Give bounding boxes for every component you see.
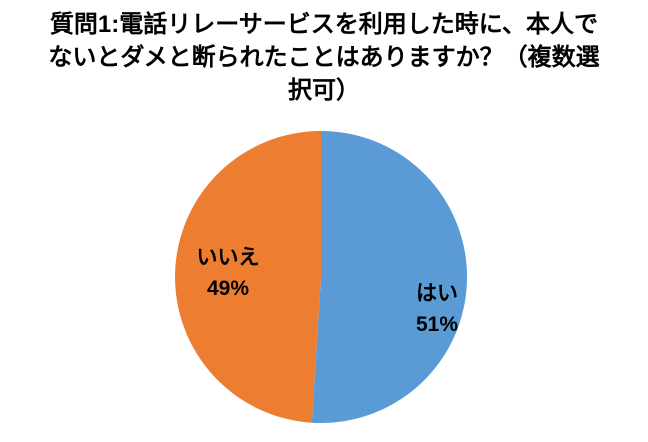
pie-slice-yes (311, 131, 467, 423)
pie-label-no-percent: 49% (206, 277, 250, 300)
pie-chart (175, 131, 467, 423)
chart-title-line-2: ないとダメと断られたことはありますか？（複数選 (48, 44, 600, 71)
pie-label-yes: はい 51% (416, 278, 458, 340)
chart-title-line-1: 質問1:電話リレーサービスを利用した時に、本人で (49, 11, 599, 38)
pie-label-no-text: いいえ (196, 246, 260, 269)
pie-label-yes-percent: 51% (415, 313, 459, 336)
chart-title: 質問1:電話リレーサービスを利用した時に、本人で ないとダメと断られたことはあり… (24, 8, 624, 107)
pie-label-yes-text: はい (416, 282, 458, 305)
pie-slice-no (175, 131, 321, 423)
pie-label-no: いいえ 49% (197, 242, 260, 304)
chart-title-line-3: 択可） (288, 77, 360, 104)
